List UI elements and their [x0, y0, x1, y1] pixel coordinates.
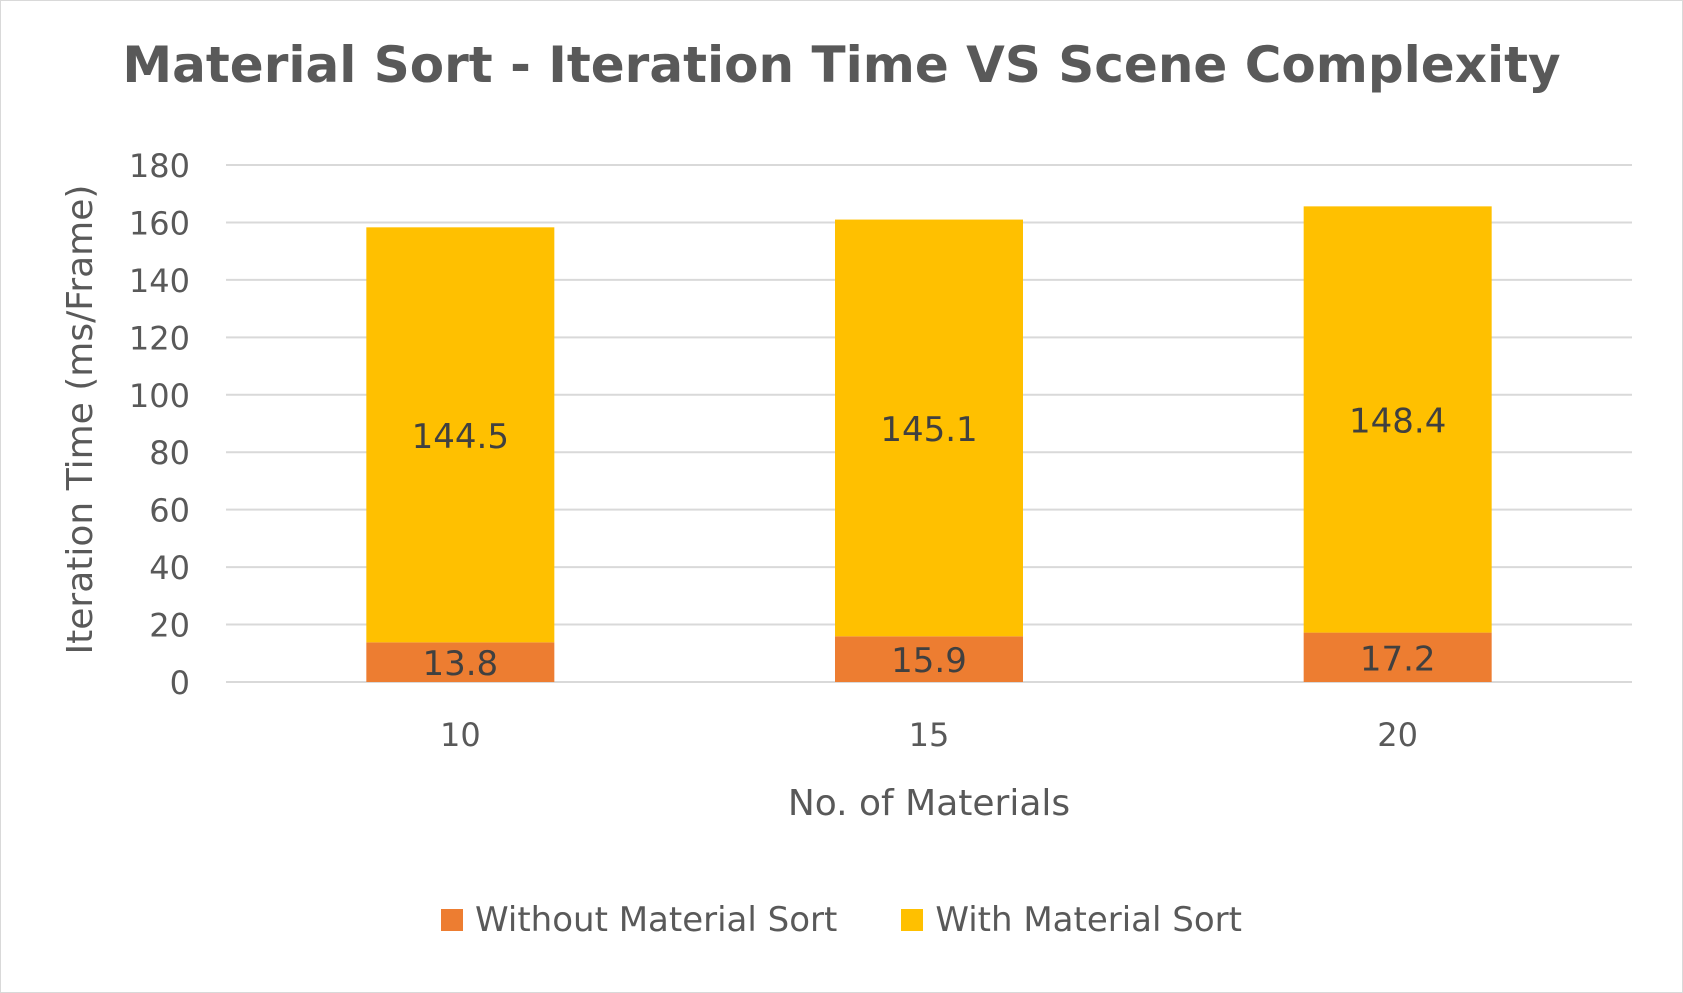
chart-title: Material Sort - Iteration Time VS Scene … — [122, 36, 1561, 94]
bar-with-material-sort — [366, 227, 555, 643]
y-tick-label: 40 — [149, 549, 190, 587]
data-label: 13.8 — [422, 644, 498, 684]
y-tick-label: 180 — [129, 147, 190, 185]
bar-with-material-sort — [835, 219, 1023, 637]
x-tick-label: 20 — [1377, 716, 1418, 754]
y-tick-label: 100 — [129, 377, 190, 415]
legend-entry-with-material-sort: With Material Sort — [901, 900, 1242, 940]
bar-with-material-sort — [1303, 206, 1492, 633]
y-tick-label: 160 — [129, 204, 190, 242]
x-tick-label: 10 — [440, 716, 481, 754]
data-label: 15.9 — [891, 641, 967, 681]
y-axis-title: Iteration Time (ms/Frame) — [60, 185, 101, 655]
legend-swatch-with-material-sort — [901, 909, 924, 931]
data-label: 17.2 — [1360, 639, 1436, 679]
bar-without-material-sort — [366, 642, 555, 682]
legend-label-with-material-sort: With Material Sort — [935, 900, 1242, 940]
x-axis-title: No. of Materials — [788, 783, 1070, 824]
bar-without-material-sort — [835, 636, 1023, 682]
data-label: 148.4 — [1349, 401, 1446, 441]
data-label: 144.5 — [412, 417, 509, 457]
legend-swatch-without-material-sort — [441, 909, 464, 931]
y-tick-label: 60 — [149, 492, 190, 530]
y-tick-label: 120 — [129, 319, 190, 357]
chart-legend: Without Material Sort With Material Sort — [0, 900, 1683, 940]
legend-entry-without-material-sort: Without Material Sort — [441, 900, 837, 940]
legend-label-without-material-sort: Without Material Sort — [475, 900, 838, 940]
y-tick-label: 140 — [129, 262, 190, 300]
x-tick-label: 15 — [909, 716, 950, 754]
y-tick-label: 0 — [170, 664, 190, 702]
y-tick-label: 20 — [149, 607, 190, 645]
y-tick-label: 80 — [149, 434, 190, 472]
data-label: 145.1 — [880, 410, 977, 450]
bar-without-material-sort — [1303, 632, 1492, 682]
